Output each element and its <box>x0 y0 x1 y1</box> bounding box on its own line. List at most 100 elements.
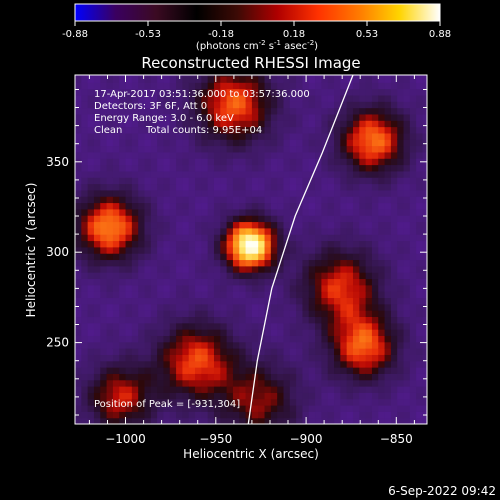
heatmap-cell <box>163 272 171 280</box>
heatmap-cell <box>106 411 114 419</box>
heatmap-cell <box>182 348 190 355</box>
heatmap-cell <box>334 329 341 336</box>
heatmap-cell <box>308 113 316 121</box>
heatmap-cell <box>258 341 266 349</box>
heatmap-cell <box>138 246 146 254</box>
heatmap-cell <box>125 386 133 393</box>
heatmap-cell <box>226 297 234 305</box>
heatmap-cell <box>390 170 398 178</box>
heatmap-cell <box>239 253 247 261</box>
heatmap-cell <box>365 145 373 153</box>
heatmap-cell <box>416 189 424 197</box>
heatmap-cell <box>169 303 177 311</box>
heatmap-cell <box>390 183 398 191</box>
heatmap-cell <box>150 164 158 172</box>
heatmap-cell <box>289 189 297 197</box>
heatmap-cell <box>112 303 120 311</box>
heatmap-cell <box>226 120 234 128</box>
heatmap-cell <box>195 101 202 109</box>
heatmap-cell <box>169 183 177 191</box>
heatmap-cell <box>327 183 335 191</box>
heatmap-cell <box>359 151 367 159</box>
heatmap-cell <box>207 177 215 185</box>
heatmap-cell <box>125 291 133 299</box>
heatmap-cell <box>176 170 184 178</box>
heatmap-cell <box>176 398 184 406</box>
heatmap-cell <box>365 88 373 96</box>
heatmap-cell <box>125 392 133 400</box>
heatmap-cell <box>264 341 272 349</box>
heatmap-cell <box>365 379 373 387</box>
heatmap-cell <box>226 341 234 349</box>
heatmap-cell <box>327 253 335 261</box>
heatmap-cell <box>119 196 127 204</box>
heatmap-cell <box>125 284 133 292</box>
heatmap-cell <box>119 145 127 153</box>
heatmap-cell <box>277 411 285 419</box>
heatmap-cell <box>416 335 424 343</box>
heatmap-cell <box>365 386 373 393</box>
heatmap-cell <box>334 398 341 406</box>
heatmap-cell <box>384 246 392 254</box>
heatmap-cell <box>409 386 417 393</box>
heatmap-cell <box>188 253 196 261</box>
heatmap-cell <box>334 360 341 368</box>
heatmap-cell <box>226 291 234 299</box>
heatmap-cell <box>182 379 190 387</box>
heatmap-cell <box>251 272 259 280</box>
heatmap-cell <box>340 132 348 140</box>
heatmap-cell <box>100 151 108 159</box>
heatmap-cell <box>106 132 114 140</box>
heatmap-cell <box>213 196 221 204</box>
heatmap-cell <box>258 379 266 387</box>
heatmap-cell <box>321 145 329 153</box>
heatmap-cell <box>232 405 240 412</box>
heatmap-cell <box>169 164 177 172</box>
heatmap-cell <box>289 82 297 90</box>
heatmap-cell <box>112 164 120 172</box>
heatmap-cell <box>289 405 297 412</box>
heatmap-cell <box>93 132 101 140</box>
heatmap-cell <box>346 310 354 318</box>
heatmap-cell <box>371 202 379 210</box>
heatmap-cell <box>150 341 158 349</box>
heatmap-cell <box>403 75 411 77</box>
heatmap-cell <box>251 386 259 393</box>
heatmap-cell <box>226 113 234 121</box>
heatmap-cell <box>346 177 354 185</box>
heatmap-cell <box>157 322 165 330</box>
heatmap-cell <box>207 234 215 242</box>
heatmap-cell <box>296 126 304 134</box>
heatmap-cell <box>352 94 360 102</box>
heatmap-cell <box>390 411 398 419</box>
heatmap-cell <box>403 411 411 419</box>
heatmap-cell <box>327 392 335 400</box>
heatmap-cell <box>352 158 360 166</box>
colorbar-gradient <box>74 3 441 22</box>
heatmap-cell <box>75 132 82 140</box>
heatmap-cell <box>308 367 316 374</box>
heatmap-cell <box>207 360 215 368</box>
heatmap-cell <box>321 386 329 393</box>
heatmap-cell <box>340 360 348 368</box>
heatmap-cell <box>384 221 392 229</box>
heatmap-cell <box>321 367 329 374</box>
heatmap-cell <box>334 379 341 387</box>
heatmap-cell <box>416 75 424 77</box>
heatmap-cell <box>144 329 152 336</box>
heatmap-cell <box>195 151 202 159</box>
heatmap-cell <box>138 367 146 374</box>
heatmap-cell <box>403 202 411 210</box>
heatmap-cell <box>157 265 165 273</box>
heatmap-cell <box>220 272 228 280</box>
heatmap-cell <box>270 354 278 362</box>
heatmap-cell <box>416 272 424 280</box>
heatmap-cell <box>112 316 120 324</box>
heatmap-cell <box>264 82 272 90</box>
heatmap-cell <box>416 170 424 178</box>
heatmap-cell <box>87 151 95 159</box>
heatmap-cell <box>334 253 341 261</box>
heatmap-cell <box>277 145 285 153</box>
heatmap-cell <box>157 367 165 374</box>
heatmap-cell <box>277 139 285 147</box>
